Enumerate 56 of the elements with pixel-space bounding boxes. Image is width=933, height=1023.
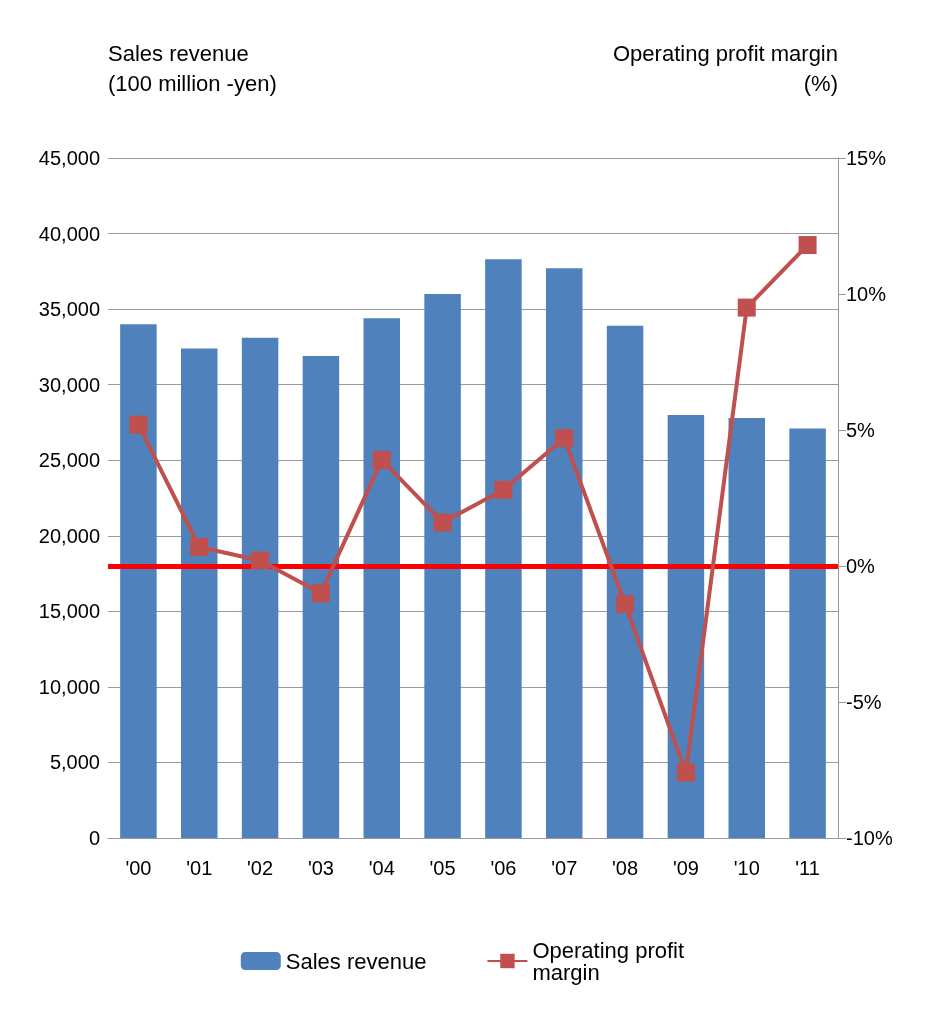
point [372,450,391,469]
y-tick-label: 5,000 [49,751,100,774]
legend-label: Sales revenue [285,948,427,974]
x-tick-label: '02 [247,857,274,879]
y-tick-label: 0 [88,827,100,849]
point [494,480,513,499]
y-tick-label: 40,000 [38,222,100,245]
y2-tick-label: 0% [846,555,876,577]
x-tick-label: '00 [125,857,152,879]
y-tick-label: 35,000 [38,298,100,321]
bar [606,325,644,838]
point [190,537,209,556]
x-tick-label: '06 [490,857,517,879]
x-tick-label: '08 [612,857,639,879]
point [555,429,574,448]
y-tick-label: 15,000 [38,600,100,623]
bar [241,337,279,838]
bar [789,428,826,838]
y2-axis-title: Operating profit margin (%) [613,40,838,96]
point [676,763,695,782]
bar [728,417,765,838]
point [433,513,452,532]
bar [181,348,218,838]
y2-tick-label: -5% [846,691,882,713]
bar [546,268,583,838]
y-tick-label: 30,000 [38,373,100,396]
x-tick-label: '05 [429,857,456,879]
x-tick-label: '01 [186,857,213,879]
legend-label: Operating profit margin [532,937,691,985]
y2-tick-label: 15% [846,147,887,169]
bar [302,355,340,838]
point [737,298,756,317]
y-tick-label: 10,000 [38,675,100,698]
point [251,551,270,570]
y-axis-title: Sales revenue (100 million -yen) [108,40,277,96]
x-tick-label: '03 [307,857,334,879]
point [798,236,817,255]
point [616,595,635,614]
point [129,415,148,434]
point [311,584,330,603]
bar [424,294,461,838]
bar [363,318,400,838]
bar [667,414,705,838]
y-tick-label: 45,000 [38,147,100,169]
y2-tick-label: 10% [846,283,887,305]
x-tick-label: '11 [795,857,820,879]
x-tick-label: '07 [551,857,578,879]
y2-tick-label: 5% [846,419,876,441]
x-tick-label: '04 [368,857,395,879]
x-tick-label: '09 [672,857,699,879]
y-tick-label: 20,000 [38,524,100,547]
bar [485,259,522,838]
y2-tick-label: -10% [846,827,893,849]
y-tick-label: 25,000 [38,449,100,472]
x-tick-label: '10 [733,857,760,879]
bar [120,324,157,838]
